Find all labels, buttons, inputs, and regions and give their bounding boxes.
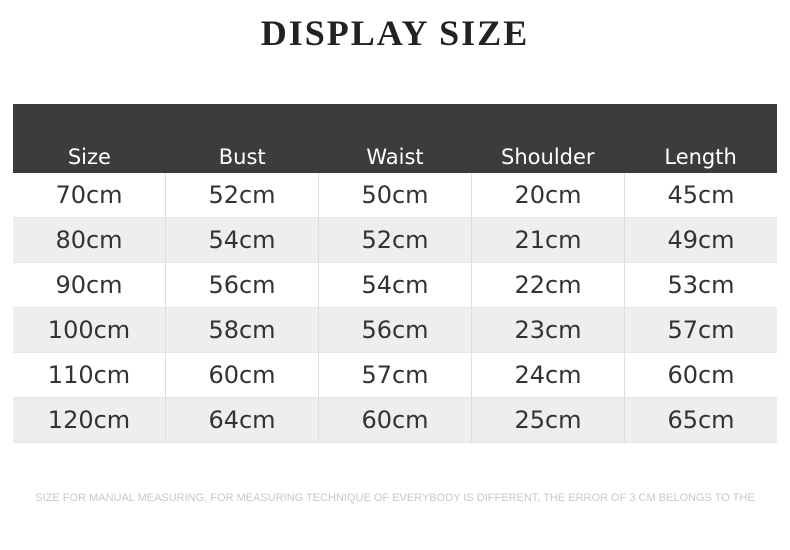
table-cell: 23cm (471, 308, 624, 353)
table-cell: 56cm (318, 308, 471, 353)
header-length: Length (664, 145, 737, 169)
table-header: Size Bust Waist Shoulder Length (13, 104, 777, 173)
table-cell: 60cm (318, 398, 471, 443)
table-cell: 53cm (624, 263, 777, 308)
table-cell: 56cm (165, 263, 318, 308)
table-cell: 54cm (165, 218, 318, 263)
header-bust: Bust (218, 145, 266, 169)
header-waist: Waist (366, 145, 424, 169)
table-cell: 50cm (318, 173, 471, 218)
table-cell: 65cm (624, 398, 777, 443)
table-cell: 100cm (13, 308, 165, 353)
table-cell: 120cm (13, 398, 165, 443)
table-row: 90cm 56cm 54cm 22cm 53cm (13, 263, 777, 308)
table-cell: 58cm (165, 308, 318, 353)
table-row: 100cm 58cm 56cm 23cm 57cm (13, 308, 777, 353)
page-title: DISPLAY SIZE (260, 13, 530, 53)
table-cell: 22cm (471, 263, 624, 308)
table-cell: 90cm (13, 263, 165, 308)
table-cell: 60cm (624, 353, 777, 398)
header-size: Size (67, 145, 111, 169)
table-cell: 21cm (471, 218, 624, 263)
table-cell: 24cm (471, 353, 624, 398)
table-cell: 60cm (165, 353, 318, 398)
table-cell: 52cm (318, 218, 471, 263)
table-row: 80cm 54cm 52cm 21cm 49cm (13, 218, 777, 263)
measurement-note: SIZE FOR MANUAL MEASURING, FOR MEASURING… (35, 492, 755, 504)
size-table: Size Bust Waist Shoulder Length 70cm 52cm… (13, 104, 777, 443)
table-cell: 64cm (165, 398, 318, 443)
table-row: 110cm 60cm 57cm 24cm 60cm (13, 353, 777, 398)
table-cell: 54cm (318, 263, 471, 308)
table-cell: 49cm (624, 218, 777, 263)
table-row: 120cm 64cm 60cm 25cm 65cm (13, 398, 777, 443)
table-cell: 80cm (13, 218, 165, 263)
table-cell: 110cm (13, 353, 165, 398)
table-cell: 20cm (471, 173, 624, 218)
table-cell: 52cm (165, 173, 318, 218)
table-cell: 70cm (13, 173, 165, 218)
header-shoulder: Shoulder (501, 145, 595, 169)
table-cell: 25cm (471, 398, 624, 443)
table-cell: 45cm (624, 173, 777, 218)
table-cell: 57cm (624, 308, 777, 353)
table-row: 70cm 52cm 50cm 20cm 45cm (13, 173, 777, 218)
table-cell: 57cm (318, 353, 471, 398)
